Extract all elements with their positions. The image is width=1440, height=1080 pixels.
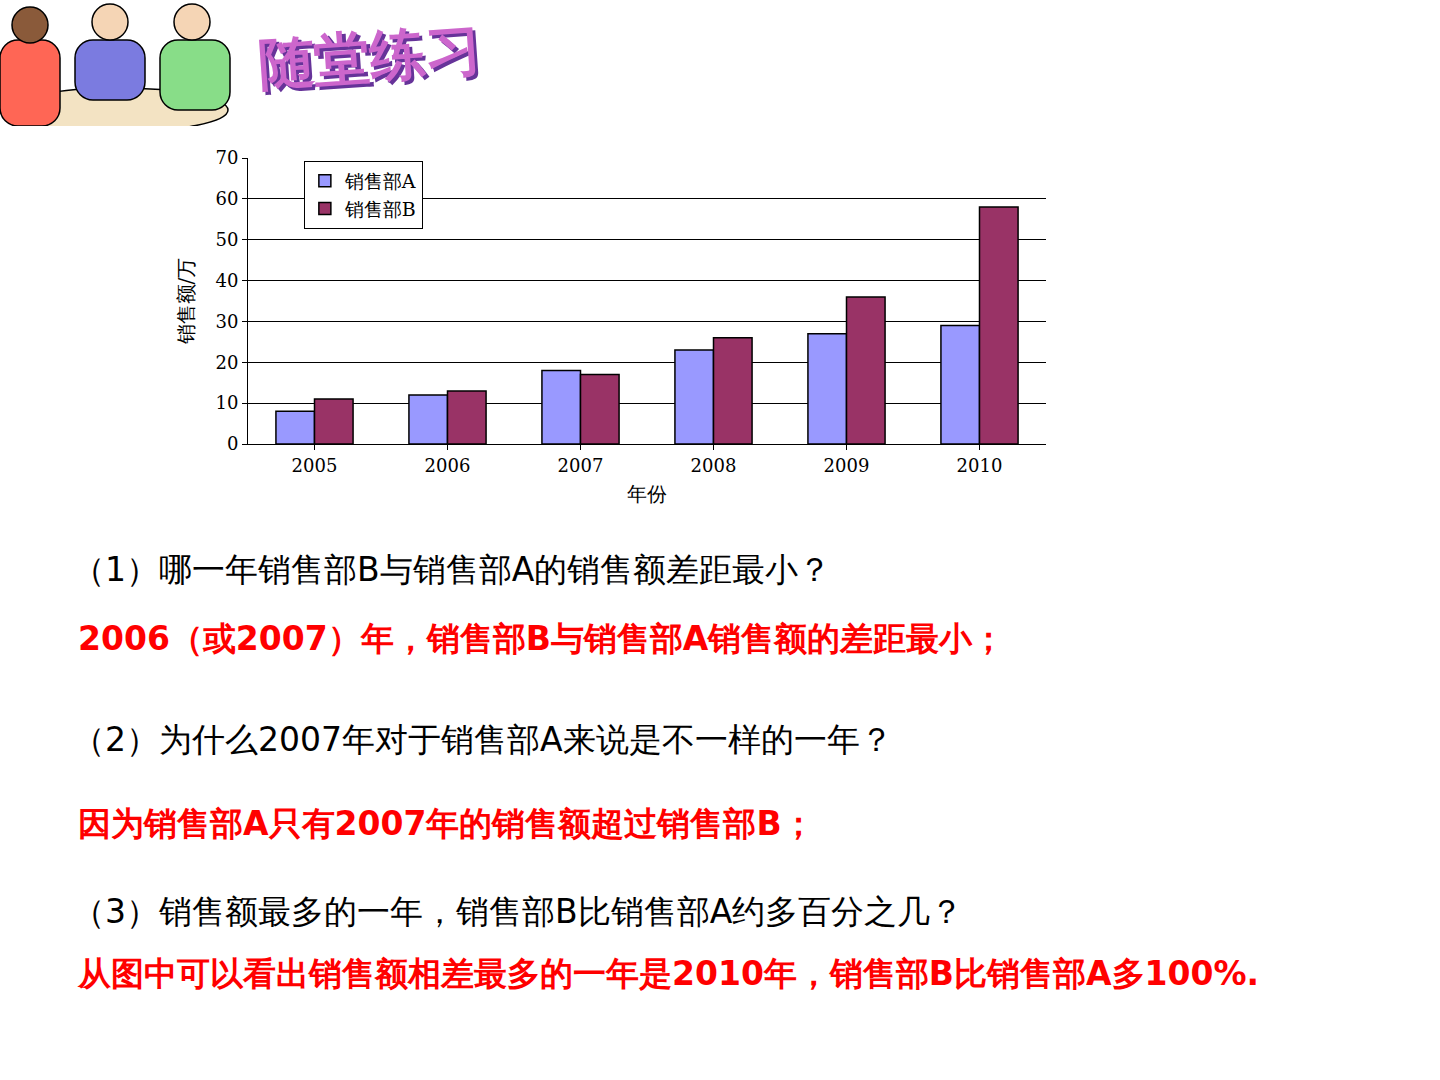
html-text:（1）哪一年销售部B与销售部A的销售额差距最小？: （1）哪一年销售部B与销售部A的销售额差距最小？ <box>72 550 832 589</box>
svg-text:2006: 2006 <box>425 455 471 476</box>
svg-text:销售部A: 销售部A <box>344 170 416 192</box>
svg-text:2008: 2008 <box>691 455 737 476</box>
svg-text:30: 30 <box>215 311 238 332</box>
html-text:2006（或2007）年，销售部B与销售部A销售额的差距最小: 2006（或2007）年，销售部B与销售部A销售额的差距最小； <box>78 619 1006 658</box>
svg-text:年份: 年份 <box>627 482 667 506</box>
svg-text:50: 50 <box>215 229 238 250</box>
svg-text:70: 70 <box>215 147 238 168</box>
svg-text:60: 60 <box>215 188 238 209</box>
svg-text:20: 20 <box>215 352 238 373</box>
svg-text:2009: 2009 <box>824 455 870 476</box>
html-text:随堂练习: 随堂练习 <box>255 16 484 97</box>
svg-text:销售部B: 销售部B <box>344 198 416 220</box>
svg-text:2010: 2010 <box>957 455 1003 476</box>
html-text:从图中可以看出销售额相差最多的一年是2010年，销售部B比销: 从图中可以看出销售额相差最多的一年是2010年，销售部B比销售部A多100%. <box>78 954 1259 993</box>
svg-text:2007: 2007 <box>558 455 604 476</box>
svg-text:40: 40 <box>215 270 238 291</box>
svg-text:0: 0 <box>227 433 238 454</box>
html-text:（3）销售额最多的一年，销售部B比销售部A约多百分之几？: （3）销售额最多的一年，销售部B比销售部A约多百分之几？ <box>72 892 964 931</box>
svg-text:10: 10 <box>215 392 238 413</box>
html-text:因为销售部A只有2007年的销售额超过销售部B；: 因为销售部A只有2007年的销售额超过销售部B； <box>78 804 815 843</box>
svg-text:2005: 2005 <box>292 455 338 476</box>
html-text:（2）为什么2007年对于销售部A来说是不一样的一年？: （2）为什么2007年对于销售部A来说是不一样的一年？ <box>72 720 893 759</box>
svg-text:销售额/万: 销售额/万 <box>174 258 198 346</box>
